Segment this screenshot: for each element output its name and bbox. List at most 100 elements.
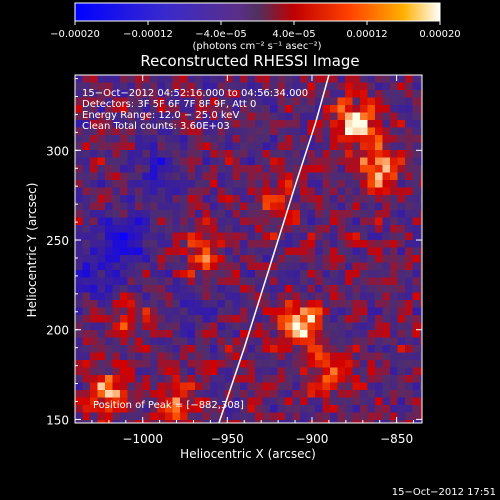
heatmap-cell xyxy=(360,240,368,248)
heatmap-cell xyxy=(255,217,263,226)
heatmap-cell xyxy=(225,180,233,188)
heatmap-cell xyxy=(127,390,136,398)
heatmap-cell xyxy=(187,322,196,331)
heatmap-cell xyxy=(345,127,353,136)
heatmap-cell xyxy=(120,322,128,331)
heatmap-cell xyxy=(172,375,181,383)
heatmap-cell xyxy=(360,412,368,421)
heatmap-cell xyxy=(127,352,136,361)
heatmap-cell xyxy=(127,157,136,166)
heatmap-cell xyxy=(352,127,361,136)
heatmap-cell xyxy=(345,240,353,248)
heatmap-cell xyxy=(397,165,406,173)
heatmap-cell xyxy=(240,382,248,391)
heatmap-cell xyxy=(187,315,196,323)
heatmap-cell xyxy=(300,270,308,278)
heatmap-cell xyxy=(352,337,361,346)
heatmap-cell xyxy=(420,375,422,383)
heatmap-cell xyxy=(187,255,196,263)
heatmap-cell xyxy=(150,405,158,413)
heatmap-cell xyxy=(330,247,338,256)
heatmap-cell xyxy=(285,337,293,346)
heatmap-cell xyxy=(195,120,203,128)
heatmap-cell xyxy=(225,142,233,151)
heatmap-cell xyxy=(330,277,338,286)
heatmap-cell xyxy=(390,210,398,218)
heatmap-cell xyxy=(165,322,173,331)
heatmap-cell xyxy=(405,300,413,308)
heatmap-cell xyxy=(165,247,173,256)
heatmap-cell xyxy=(112,397,121,406)
heatmap-cell xyxy=(142,277,151,286)
colorbar-tick-label: 0.00012 xyxy=(346,29,387,40)
heatmap-cell xyxy=(405,315,413,323)
heatmap-cell xyxy=(195,307,203,316)
heatmap-cell xyxy=(217,345,226,353)
heatmap-cell xyxy=(382,390,391,398)
heatmap-cell xyxy=(112,375,121,383)
heatmap-cell xyxy=(412,360,421,368)
heatmap-cell xyxy=(420,367,422,376)
heatmap-cell xyxy=(330,412,338,421)
heatmap-cell xyxy=(262,285,271,293)
heatmap-cell xyxy=(180,405,188,413)
heatmap-cell xyxy=(292,315,301,323)
heatmap-cell xyxy=(307,232,316,241)
heatmap-cell xyxy=(397,75,406,83)
heatmap-cell xyxy=(247,352,256,361)
heatmap-cell xyxy=(202,405,211,413)
heatmap-cell xyxy=(150,90,158,98)
heatmap-cell xyxy=(247,285,256,293)
heatmap-cell xyxy=(120,127,128,136)
heatmap-cell xyxy=(375,150,383,158)
heatmap-cell xyxy=(262,120,271,128)
heatmap-cell xyxy=(375,105,383,113)
heatmap-cell xyxy=(390,247,398,256)
heatmap-cell xyxy=(382,142,391,151)
heatmap-cell xyxy=(255,97,263,106)
heatmap-cell xyxy=(420,262,422,271)
heatmap-cell xyxy=(75,420,83,423)
heatmap-cell xyxy=(127,97,136,106)
heatmap-cell xyxy=(232,352,241,361)
heatmap-cell xyxy=(82,135,91,143)
heatmap-cell xyxy=(322,210,331,218)
heatmap-cell xyxy=(172,397,181,406)
heatmap-cell xyxy=(322,390,331,398)
heatmap-cell xyxy=(292,112,301,121)
heatmap-cell xyxy=(225,270,233,278)
heatmap-cell xyxy=(262,75,271,83)
heatmap-cell xyxy=(322,202,331,211)
heatmap-cell xyxy=(247,217,256,226)
heatmap-cell xyxy=(262,135,271,143)
heatmap-cell xyxy=(165,187,173,196)
heatmap-cell xyxy=(240,112,248,121)
heatmap-cell xyxy=(292,382,301,391)
heatmap-cell xyxy=(330,112,338,121)
heatmap-cell xyxy=(97,360,106,368)
heatmap-cell xyxy=(217,382,226,391)
heatmap-cell xyxy=(367,292,376,301)
heatmap-cell xyxy=(412,367,421,376)
heatmap-cell xyxy=(127,367,136,376)
footer-timestamp: 15−Oct−2012 17:51 xyxy=(392,487,496,498)
heatmap-cell xyxy=(247,157,256,166)
heatmap-cell xyxy=(262,142,271,151)
heatmap-cell xyxy=(262,225,271,233)
heatmap-cell xyxy=(300,300,308,308)
heatmap-cell xyxy=(270,75,278,83)
heatmap-cell xyxy=(97,217,106,226)
heatmap-cell xyxy=(247,135,256,143)
heatmap-cell xyxy=(285,255,293,263)
heatmap-cell xyxy=(232,82,241,91)
heatmap-cell xyxy=(405,112,413,121)
heatmap-cell xyxy=(315,112,323,121)
heatmap-cell xyxy=(322,420,331,423)
heatmap-cell xyxy=(142,195,151,203)
heatmap-cell xyxy=(337,172,346,181)
heatmap-cell xyxy=(285,127,293,136)
heatmap-cell xyxy=(150,285,158,293)
heatmap-cell xyxy=(232,330,241,338)
heatmap-cell xyxy=(360,352,368,361)
heatmap-cell xyxy=(255,352,263,361)
